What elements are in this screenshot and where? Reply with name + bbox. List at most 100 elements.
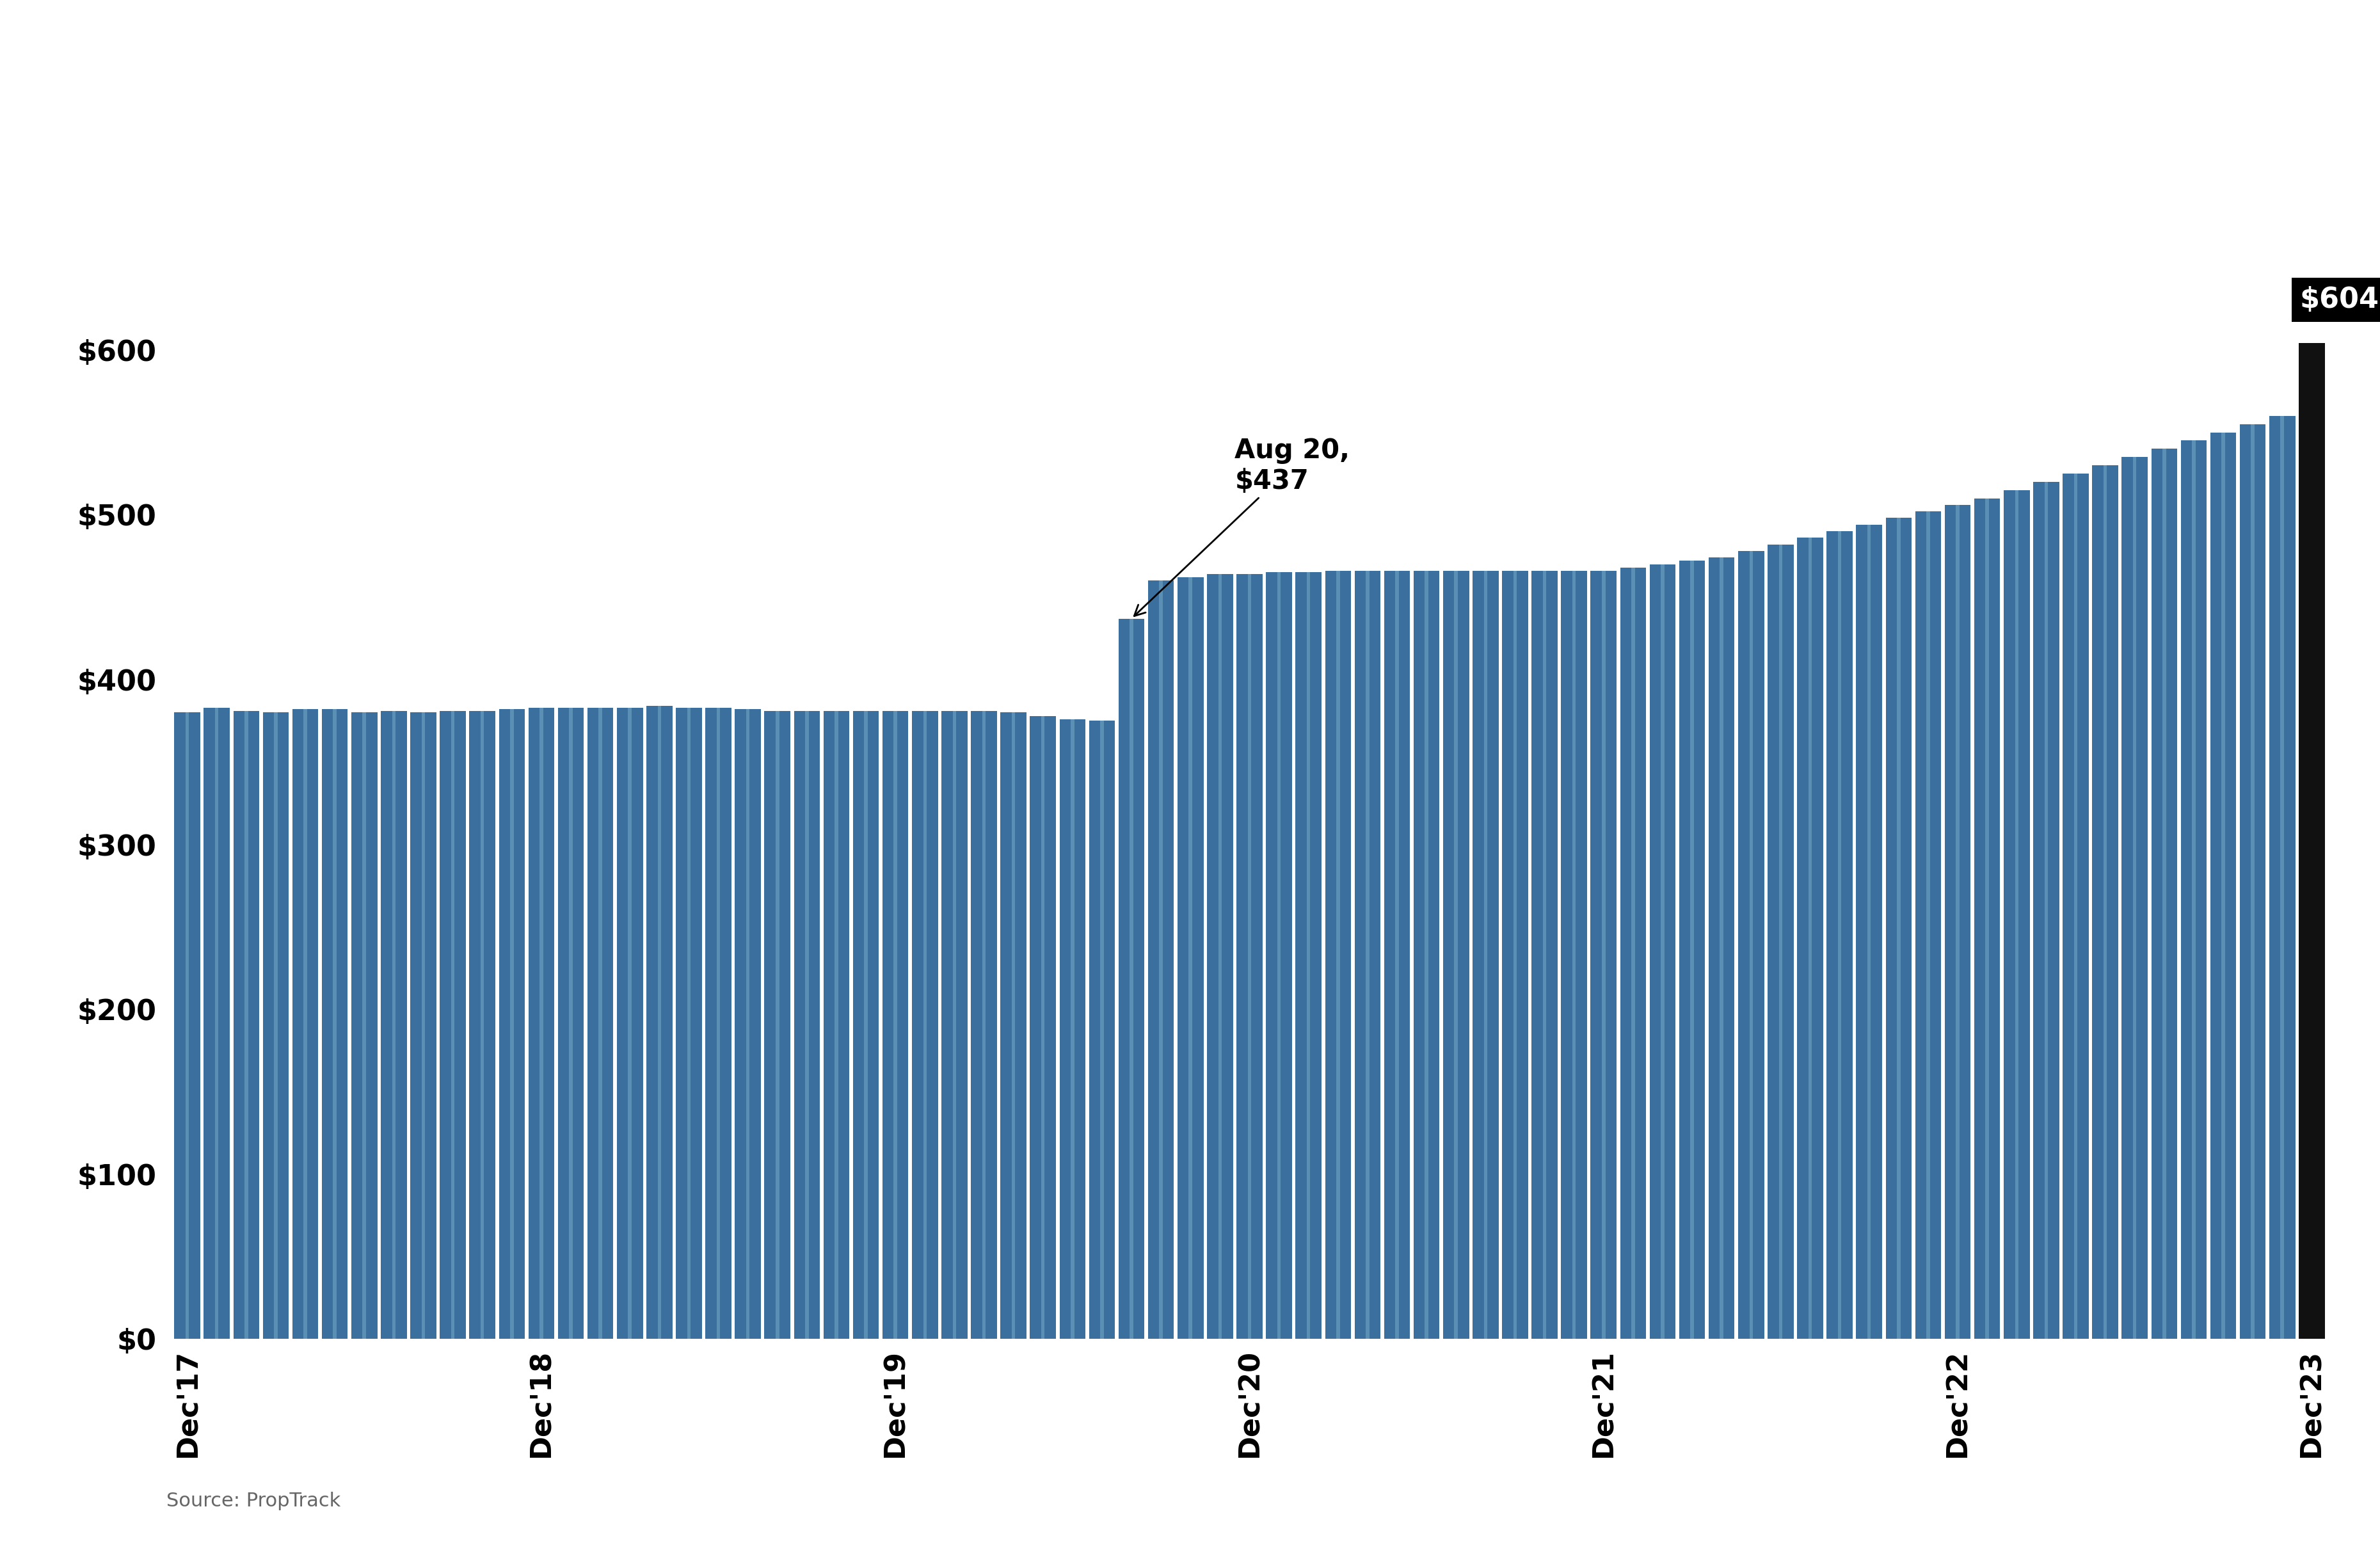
Bar [1414, 571, 1440, 1339]
Bar [1366, 571, 1368, 1339]
Text: $604: $604 [2299, 286, 2380, 313]
Bar [1514, 571, 1516, 1339]
Bar [2211, 433, 2237, 1339]
Bar [440, 712, 466, 1339]
Bar [214, 707, 219, 1339]
Bar [688, 707, 690, 1339]
Bar [1602, 571, 1607, 1339]
Bar [1809, 537, 1811, 1339]
Text: Aug 20,
$437: Aug 20, $437 [1135, 438, 1349, 617]
Bar [952, 712, 957, 1339]
Bar [1395, 571, 1399, 1339]
Bar [1307, 573, 1311, 1339]
Bar [1100, 721, 1104, 1339]
Bar [500, 710, 526, 1339]
Bar [704, 707, 731, 1339]
Bar [540, 707, 543, 1339]
Bar [864, 712, 869, 1339]
Bar [1295, 573, 1321, 1339]
Bar [1335, 571, 1340, 1339]
Bar [305, 710, 307, 1339]
Bar [1542, 571, 1547, 1339]
Bar [1649, 564, 1676, 1339]
Bar [528, 707, 555, 1339]
Bar [1238, 575, 1261, 1339]
Bar [1040, 716, 1045, 1339]
Bar [452, 712, 455, 1339]
Bar [1071, 719, 1073, 1339]
Bar [1090, 721, 1114, 1339]
Bar [321, 710, 347, 1339]
Bar [1426, 571, 1428, 1339]
Bar [1868, 525, 1871, 1339]
Bar [1012, 713, 1016, 1339]
Bar [1130, 618, 1133, 1339]
Bar [1797, 537, 1823, 1339]
Bar [381, 712, 407, 1339]
Bar [942, 712, 966, 1339]
Bar [628, 707, 631, 1339]
Bar [912, 712, 938, 1339]
Bar [233, 712, 259, 1339]
Bar [1178, 578, 1204, 1339]
Bar [1561, 571, 1587, 1339]
Bar [481, 712, 483, 1339]
Bar [421, 713, 426, 1339]
Bar [1219, 575, 1221, 1339]
Bar [600, 707, 602, 1339]
Bar [1326, 571, 1352, 1339]
Bar [2063, 473, 2090, 1339]
Bar [2163, 448, 2166, 1339]
Bar [1680, 561, 1704, 1339]
Bar [186, 713, 188, 1339]
Bar [1856, 525, 1883, 1339]
Bar [776, 712, 778, 1339]
Bar [1266, 573, 1292, 1339]
Bar [923, 712, 926, 1339]
Bar [509, 710, 514, 1339]
Bar [333, 710, 336, 1339]
Bar [1661, 564, 1664, 1339]
Bar [393, 712, 395, 1339]
Bar [1973, 498, 1999, 1339]
Bar [569, 707, 574, 1339]
Bar [1247, 575, 1252, 1339]
Text: Source: PropTrack: Source: PropTrack [167, 1492, 340, 1510]
Bar [745, 710, 750, 1339]
Bar [2044, 481, 2047, 1339]
Bar [1059, 719, 1085, 1339]
Bar [1621, 567, 1647, 1339]
Bar [764, 712, 790, 1339]
Bar [835, 712, 838, 1339]
Bar [2221, 433, 2225, 1339]
Bar [2092, 466, 2118, 1339]
Bar [1690, 561, 1695, 1339]
Bar [409, 713, 436, 1339]
Bar [2280, 416, 2285, 1339]
Bar [2152, 448, 2178, 1339]
Bar [1354, 571, 1380, 1339]
Bar [1483, 571, 1488, 1339]
Bar [795, 712, 819, 1339]
Bar [1897, 518, 1899, 1339]
Bar [971, 712, 997, 1339]
Bar [2132, 458, 2137, 1339]
Bar [1031, 716, 1057, 1339]
Bar [2033, 481, 2059, 1339]
Bar [1944, 504, 1971, 1339]
Bar [2073, 473, 2078, 1339]
Bar [2121, 458, 2147, 1339]
Bar [1985, 498, 1990, 1339]
Bar [1768, 545, 1795, 1339]
Bar [892, 712, 897, 1339]
Bar [735, 710, 762, 1339]
Bar [2004, 490, 2030, 1339]
Bar [2180, 441, 2206, 1339]
Bar [274, 713, 278, 1339]
Bar [1000, 713, 1026, 1339]
Bar [1721, 557, 1723, 1339]
Bar [983, 712, 985, 1339]
Bar [1630, 567, 1635, 1339]
Bar [362, 713, 367, 1339]
Bar [676, 707, 702, 1339]
